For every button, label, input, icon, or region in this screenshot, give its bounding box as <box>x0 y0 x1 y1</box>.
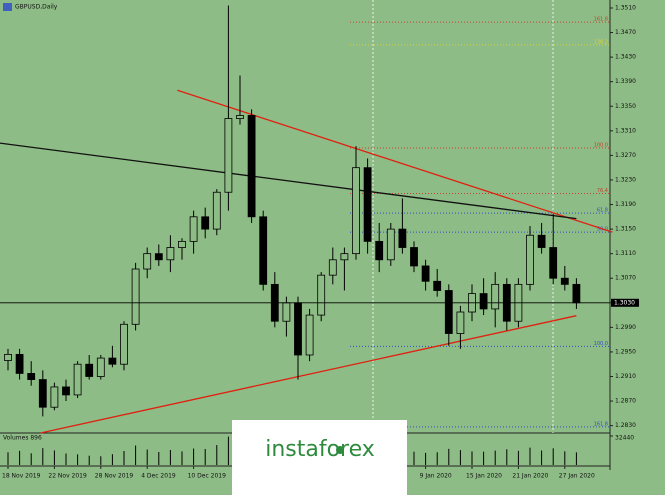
candle-body <box>50 386 59 408</box>
y-tick-label: 1.3070 <box>615 275 636 282</box>
candle-body <box>131 268 140 325</box>
candle-body <box>444 290 453 334</box>
y-tick-label: 1.2910 <box>615 373 636 380</box>
x-tick-label: 22 Nov 2019 <box>48 473 87 480</box>
candle-body <box>410 247 418 267</box>
x-tick-label: 27 Jan 2020 <box>559 473 595 480</box>
candle-body <box>236 115 244 119</box>
y-tick-label: 1.3430 <box>615 54 636 61</box>
candle-body <box>305 314 314 356</box>
candle-body <box>433 280 442 291</box>
symbol-icon <box>3 3 12 11</box>
candle-body <box>154 253 163 261</box>
candle-body <box>201 216 210 230</box>
candle-body <box>96 357 105 377</box>
candle-body <box>526 234 534 285</box>
y-tick-label: 1.2990 <box>615 324 636 331</box>
y-tick-label: 1.3390 <box>615 78 636 85</box>
candle-body <box>189 216 198 242</box>
level-label: 61.8 <box>597 208 608 214</box>
candle-body <box>375 240 384 261</box>
candle-body <box>294 302 302 356</box>
x-tick-label: 21 Jan 2020 <box>512 473 548 480</box>
plot-area: 1.2830 1.2870 1.2910 1.2950 1.2990 1.3030 1.30… <box>0 4 639 480</box>
y-tick-label: 1.3510 <box>615 4 636 11</box>
y-tick-label: 1.3230 <box>615 176 636 183</box>
chart-title: GBPUSD,Daily <box>15 4 58 11</box>
y-tick-label: 1.3150 <box>615 226 636 233</box>
candle-body <box>27 373 36 380</box>
trend-line <box>177 89 613 233</box>
candle-body <box>386 228 395 261</box>
x-tick-label: 18 Nov 2019 <box>2 473 41 480</box>
trend-line <box>0 142 577 220</box>
current-price-label: 1.3030 <box>614 299 635 306</box>
candle-body <box>363 167 372 242</box>
level-label: 138.2 <box>594 39 608 45</box>
x-tick-label: 9 Jan 2020 <box>420 473 452 480</box>
candle-body <box>120 323 128 365</box>
watermark-box <box>232 420 407 495</box>
candle-body <box>143 253 152 270</box>
candle-body <box>328 259 337 276</box>
candle-body <box>456 311 465 334</box>
level-label: 76.4 <box>597 188 608 194</box>
candle-body <box>212 191 221 230</box>
candle-body <box>421 265 430 282</box>
logo-dot <box>336 446 344 454</box>
candle-body <box>224 118 233 193</box>
x-tick-label: 15 Jan 2020 <box>466 473 502 480</box>
candle-body <box>572 283 581 304</box>
candle-body <box>398 228 407 248</box>
candle-body <box>282 302 291 322</box>
candle-body <box>15 353 24 374</box>
volume-tick-label: 32440 <box>615 435 634 442</box>
candle-body <box>259 216 268 285</box>
current-price-box <box>611 298 639 307</box>
candle-body <box>317 274 326 316</box>
y-tick-label: 1.2950 <box>615 348 636 355</box>
volume-label: Volumes 896 <box>3 435 42 442</box>
candle-body <box>560 277 569 285</box>
x-tick-label: 4 Dec 2019 <box>141 473 176 480</box>
y-tick-label: 1.2870 <box>615 398 636 405</box>
candle-body <box>166 247 175 261</box>
level-label: 161.8 <box>594 17 608 23</box>
candle-body <box>491 283 500 310</box>
trend-line <box>40 315 577 434</box>
watermark: instaforex <box>232 420 407 495</box>
candle-body <box>4 353 12 361</box>
candle-body <box>85 363 94 377</box>
candle-body <box>340 253 349 261</box>
y-tick-label: 1.2830 <box>615 422 636 429</box>
level-label: 50.0 <box>597 227 608 233</box>
candle-body <box>178 240 186 248</box>
candle-body <box>62 386 70 396</box>
candle-body <box>38 379 47 408</box>
y-tick-label: 1.3350 <box>615 103 636 110</box>
y-tick-label: 1.3310 <box>615 127 636 134</box>
x-tick-label: 28 Nov 2019 <box>95 473 134 480</box>
y-tick-label: 1.3270 <box>615 152 636 159</box>
candle-body <box>537 234 546 248</box>
candle-body <box>479 293 488 310</box>
y-tick-label: 1.3110 <box>615 250 636 257</box>
watermark-text: instaforex <box>265 437 375 462</box>
candle-body <box>73 363 82 396</box>
candle-body <box>549 247 558 279</box>
candle-body <box>108 357 117 365</box>
y-tick-label: 1.3470 <box>615 29 636 36</box>
y-tick-label: 1.3190 <box>615 201 636 208</box>
level-label: 100.0 <box>594 341 608 347</box>
level-label: 161.8 <box>594 421 608 427</box>
level-label: 100.0 <box>594 143 608 149</box>
x-tick-label: 10 Dec 2019 <box>188 473 227 480</box>
candle-body <box>352 167 360 255</box>
candle-body <box>247 115 256 218</box>
